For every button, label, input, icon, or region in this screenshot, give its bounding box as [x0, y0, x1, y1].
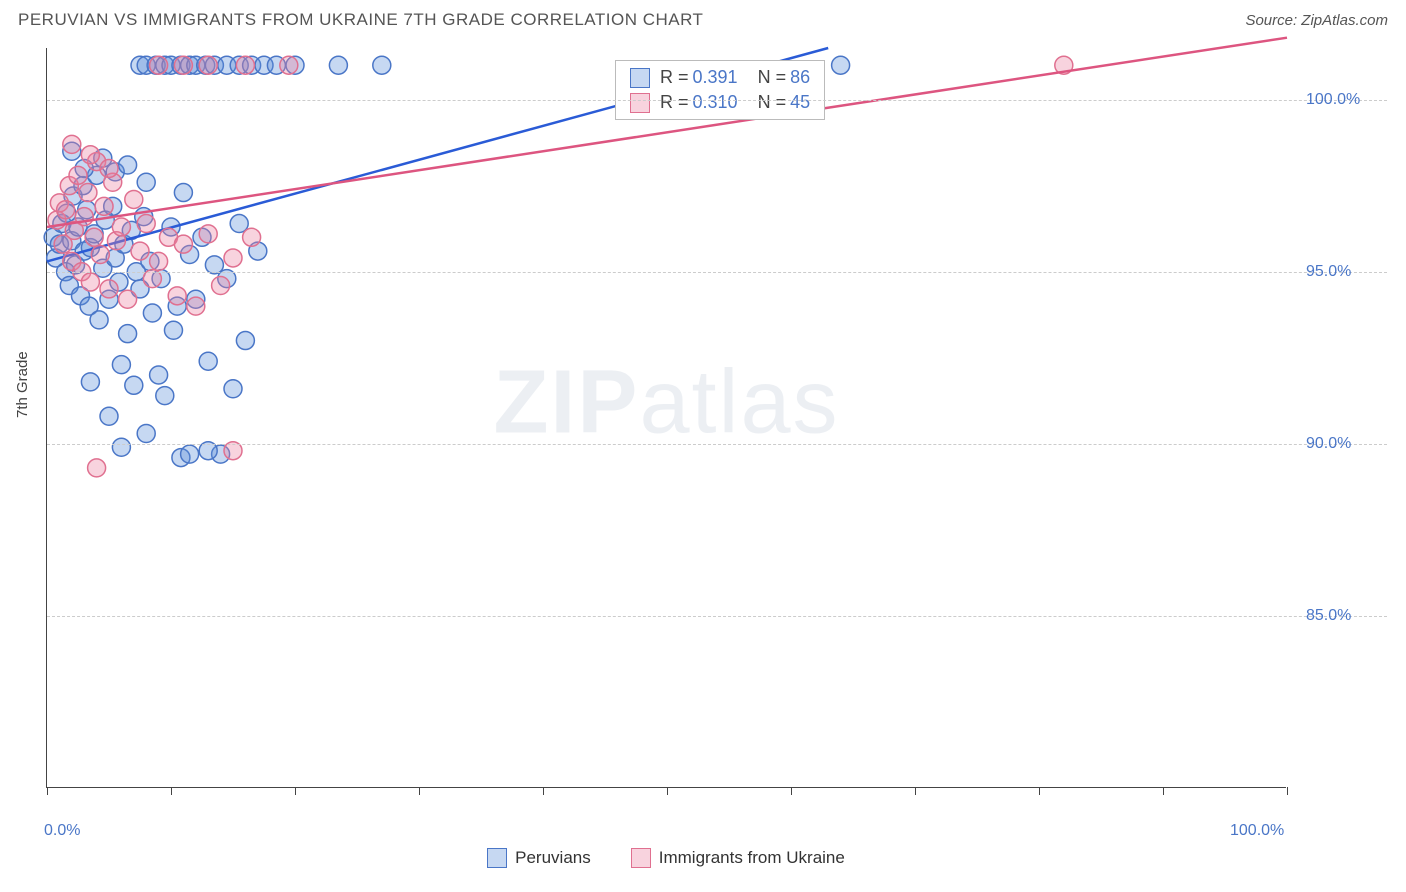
- data-point: [329, 56, 347, 74]
- data-point: [187, 297, 205, 315]
- data-point: [224, 249, 242, 267]
- data-point: [131, 242, 149, 260]
- plot-area: ZIPatlas R =0.391 N =86 R =0.310 N =45: [46, 48, 1286, 788]
- chart-container: 7th Grade ZIPatlas R =0.391 N =86 R =0.3…: [46, 48, 1386, 818]
- data-point: [119, 156, 137, 174]
- swatch-series-0: [630, 68, 650, 88]
- data-point: [79, 184, 97, 202]
- data-point: [112, 218, 130, 236]
- data-point: [199, 225, 217, 243]
- data-point: [57, 201, 75, 219]
- xtick: [1163, 787, 1164, 795]
- data-point: [199, 352, 217, 370]
- legend-swatch-0: [487, 848, 507, 868]
- data-point: [69, 166, 87, 184]
- data-point: [199, 56, 217, 74]
- data-point: [143, 304, 161, 322]
- xtick: [667, 787, 668, 795]
- data-point: [90, 311, 108, 329]
- data-point: [236, 56, 254, 74]
- legend-item-0: Peruvians: [487, 848, 591, 868]
- gridline-h: [47, 444, 1387, 445]
- data-point: [137, 173, 155, 191]
- stats-row-1: R =0.310 N =45: [630, 92, 810, 113]
- data-point: [112, 438, 130, 456]
- data-point: [100, 280, 118, 298]
- data-point: [243, 228, 261, 246]
- xtick: [47, 787, 48, 795]
- xtick-label: 0.0%: [44, 822, 80, 840]
- data-point: [150, 366, 168, 384]
- xtick: [915, 787, 916, 795]
- stats-row-0: R =0.391 N =86: [630, 67, 810, 88]
- xtick-label: 100.0%: [1230, 822, 1284, 840]
- data-point: [174, 56, 192, 74]
- ytick-label: 100.0%: [1306, 91, 1360, 109]
- data-point: [91, 246, 109, 264]
- xtick: [171, 787, 172, 795]
- xtick: [543, 787, 544, 795]
- gridline-h: [47, 616, 1387, 617]
- data-point: [168, 287, 186, 305]
- data-point: [81, 373, 99, 391]
- stats-box: R =0.391 N =86 R =0.310 N =45: [615, 60, 825, 120]
- data-point: [212, 276, 230, 294]
- data-point: [150, 252, 168, 270]
- gridline-h: [47, 100, 1387, 101]
- chart-title: PERUVIAN VS IMMIGRANTS FROM UKRAINE 7TH …: [18, 10, 703, 30]
- y-axis-label: 7th Grade: [14, 351, 31, 418]
- ytick-label: 85.0%: [1306, 607, 1351, 625]
- legend-label-0: Peruvians: [515, 848, 591, 868]
- data-point: [236, 332, 254, 350]
- data-point: [125, 190, 143, 208]
- data-point: [137, 424, 155, 442]
- source-label: Source: ZipAtlas.com: [1245, 12, 1388, 29]
- legend-swatch-1: [631, 848, 651, 868]
- swatch-series-1: [630, 93, 650, 113]
- data-point: [150, 56, 168, 74]
- stat-r-0: 0.391: [693, 67, 738, 87]
- data-point: [156, 387, 174, 405]
- data-point: [81, 146, 99, 164]
- data-point: [373, 56, 391, 74]
- data-point: [174, 184, 192, 202]
- legend: Peruvians Immigrants from Ukraine: [46, 848, 1286, 868]
- legend-label-1: Immigrants from Ukraine: [659, 848, 845, 868]
- data-point: [119, 325, 137, 343]
- xtick: [295, 787, 296, 795]
- data-point: [81, 273, 99, 291]
- stat-r-1: 0.310: [693, 92, 738, 112]
- data-point: [181, 445, 199, 463]
- xtick: [1039, 787, 1040, 795]
- data-point: [125, 376, 143, 394]
- data-point: [100, 159, 118, 177]
- xtick: [791, 787, 792, 795]
- scatter-svg: [47, 48, 1287, 788]
- data-point: [100, 407, 118, 425]
- data-point: [95, 197, 113, 215]
- ytick-label: 90.0%: [1306, 435, 1351, 453]
- data-point: [85, 228, 103, 246]
- data-point: [137, 215, 155, 233]
- stat-n-1: 45: [790, 92, 810, 112]
- data-point: [112, 356, 130, 374]
- ytick-label: 95.0%: [1306, 263, 1351, 281]
- xtick: [1287, 787, 1288, 795]
- data-point: [832, 56, 850, 74]
- data-point: [88, 459, 106, 477]
- stat-n-0: 86: [790, 67, 810, 87]
- data-point: [119, 290, 137, 308]
- data-point: [164, 321, 182, 339]
- legend-item-1: Immigrants from Ukraine: [631, 848, 845, 868]
- data-point: [280, 56, 298, 74]
- data-point: [174, 235, 192, 253]
- gridline-h: [47, 272, 1387, 273]
- data-point: [63, 135, 81, 153]
- xtick: [419, 787, 420, 795]
- data-point: [224, 380, 242, 398]
